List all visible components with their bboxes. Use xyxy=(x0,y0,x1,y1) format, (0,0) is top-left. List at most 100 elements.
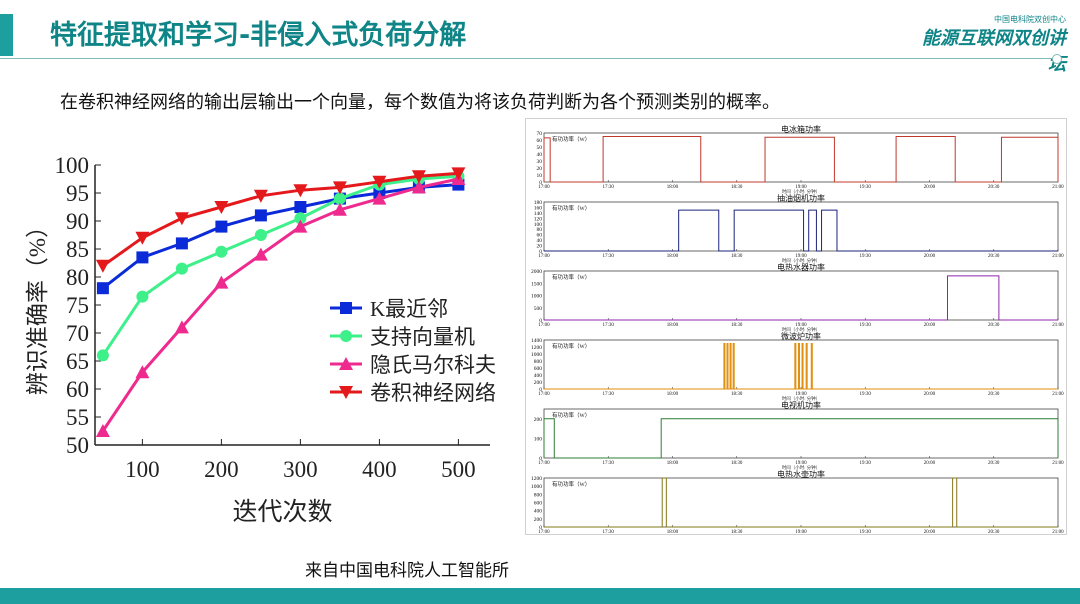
logo-small-text: 中国电科院双创中心 xyxy=(994,15,1066,24)
data-point xyxy=(96,282,109,295)
panel-xtick-label: 20:00 xyxy=(924,530,936,534)
panel-ytick-label: 800 xyxy=(534,359,543,365)
panel-xlabel: 时间（小时: 分钟） xyxy=(782,464,820,471)
bottom-accent-bar xyxy=(0,588,1080,604)
data-point xyxy=(214,201,229,214)
data-point xyxy=(215,220,228,233)
panel-xtick-label: 17:30 xyxy=(603,392,615,397)
legend-label: 支持向量机 xyxy=(370,325,475,349)
y-tick-label: 85 xyxy=(66,237,89,262)
y-tick-label: 70 xyxy=(66,321,89,346)
data-point xyxy=(333,192,346,205)
data-point xyxy=(332,181,347,195)
panel-xtick-label: 19:00 xyxy=(795,323,807,328)
y-tick-label: 60 xyxy=(66,377,89,402)
panel-xtick-label: 17:30 xyxy=(603,254,615,259)
panel-xtick-label: 19:30 xyxy=(860,323,872,328)
panel-xtick-label: 18:30 xyxy=(731,392,743,397)
data-point xyxy=(332,202,347,216)
panel-ytick-label: 1000 xyxy=(531,294,542,300)
panel-ytick-label: 20 xyxy=(537,166,543,172)
legend-label: K最近邻 xyxy=(370,297,448,321)
panel-waveform xyxy=(543,136,1059,183)
series-line xyxy=(101,177,459,432)
panel-xtick-label: 19:00 xyxy=(795,461,807,466)
panel-xtick-label: 21:00 xyxy=(1052,530,1064,534)
panel-xtick-label: 19:30 xyxy=(860,185,872,190)
data-point xyxy=(294,201,307,213)
panel-xtick-label: 19:30 xyxy=(860,254,872,259)
legend-marker xyxy=(339,357,353,370)
panel-xtick-label: 18:00 xyxy=(667,530,679,534)
x-tick-label: 200 xyxy=(204,457,239,482)
panel-xtick-label: 21:00 xyxy=(1052,323,1064,328)
panel-xtick-label: 19:30 xyxy=(860,461,872,466)
panel-xtick-label: 18:30 xyxy=(731,461,743,466)
y-tick-label: 50 xyxy=(66,433,89,458)
panel-ytick-label: 1400 xyxy=(531,338,542,344)
data-point xyxy=(254,229,267,241)
panel-ytick-label: 1000 xyxy=(531,352,542,358)
panel-ytick-label: 40 xyxy=(537,238,543,244)
panel-xtick-label: 21:00 xyxy=(1052,392,1064,397)
slide-subtitle: 在卷积神经网络的输出层输出一个向量，每个数值为将该负荷判断为各个预测类别的概率。 xyxy=(60,92,780,113)
panel-ytick-label: 0 xyxy=(539,456,542,462)
panel-ytick-label: 60 xyxy=(537,233,543,239)
panel-xtick-label: 21:00 xyxy=(1052,461,1064,466)
panel-xtick-label: 17:00 xyxy=(538,254,550,259)
panel-frame xyxy=(543,132,1059,183)
x-axis-label: 迭代次数 xyxy=(232,498,332,526)
data-point xyxy=(451,167,466,181)
panel-xtick-label: 17:30 xyxy=(603,461,615,466)
panel-ytick-label: 1200 xyxy=(531,476,542,482)
data-point xyxy=(174,320,189,334)
legend-item: 支持向量机 xyxy=(330,325,475,349)
accuracy-chart-svg: 50 55 60 65 70 75 80 85 90 95 100 100 200 300 400 500 迭代… xyxy=(25,153,496,526)
y-tick-label: 95 xyxy=(66,181,89,206)
x-tick-label: 100 xyxy=(125,457,160,482)
x-tick-label: 500 xyxy=(441,457,476,482)
panel-xtick-label: 20:30 xyxy=(988,185,1000,190)
logo: 中国电科院双创中心 能源互联网双创讲坛 xyxy=(906,14,1066,75)
panel-ytick-label: 100 xyxy=(534,222,543,228)
data-point xyxy=(293,219,308,233)
panel-ytick-label: 40 xyxy=(537,152,543,158)
panel-xtick-label: 20:00 xyxy=(924,461,936,466)
panel-ytick-label: 800 xyxy=(534,492,543,498)
legend-label: 隐氏马尔科夫 xyxy=(370,353,496,377)
panel-xtick-label: 20:30 xyxy=(988,254,1000,259)
accuracy-chart: 50 55 60 65 70 75 80 85 90 95 100 100 200 300 400 500 迭代… xyxy=(20,145,500,530)
legend-item: 卷积神经网络 xyxy=(330,381,496,405)
panel-xtick-label: 17:00 xyxy=(538,461,550,466)
panel-ytick-label: 400 xyxy=(534,509,543,515)
panel-xtick-label: 17:30 xyxy=(603,530,615,534)
panel-ytick-label: 1500 xyxy=(531,281,542,287)
panel-xlabel: 时间（小时: 分钟） xyxy=(782,188,820,195)
panel-frame xyxy=(543,408,1059,459)
data-point xyxy=(253,189,268,203)
source-note: 来自中国电科院人工智能所 xyxy=(305,561,509,581)
panel-xlabel: 时间（小时: 分钟） xyxy=(782,395,820,402)
panel-ylabel: 有功功率（W） xyxy=(552,342,590,350)
data-point xyxy=(253,247,268,261)
panel-ytick-label: 200 xyxy=(534,380,543,386)
panel-xtick-label: 19:00 xyxy=(795,530,807,534)
panel-xtick-label: 19:00 xyxy=(795,392,807,397)
panel-ytick-label: 50 xyxy=(537,145,543,151)
panel-title: 微波炉功率 xyxy=(781,331,821,341)
series-3 xyxy=(95,167,466,273)
panel-ytick-label: 0 xyxy=(539,249,542,255)
data-point xyxy=(95,259,110,273)
panel-frame xyxy=(543,339,1059,390)
panel-waveform xyxy=(544,477,1058,528)
panel-ytick-label: 0 xyxy=(539,387,542,393)
panel-ytick-label: 0 xyxy=(539,525,542,531)
y-tick-label: 75 xyxy=(66,293,89,318)
panel-frame xyxy=(543,477,1059,528)
panel-xtick-label: 17:00 xyxy=(538,185,550,190)
legend-item: K最近邻 xyxy=(330,297,448,321)
y-tick-label: 90 xyxy=(66,209,89,234)
